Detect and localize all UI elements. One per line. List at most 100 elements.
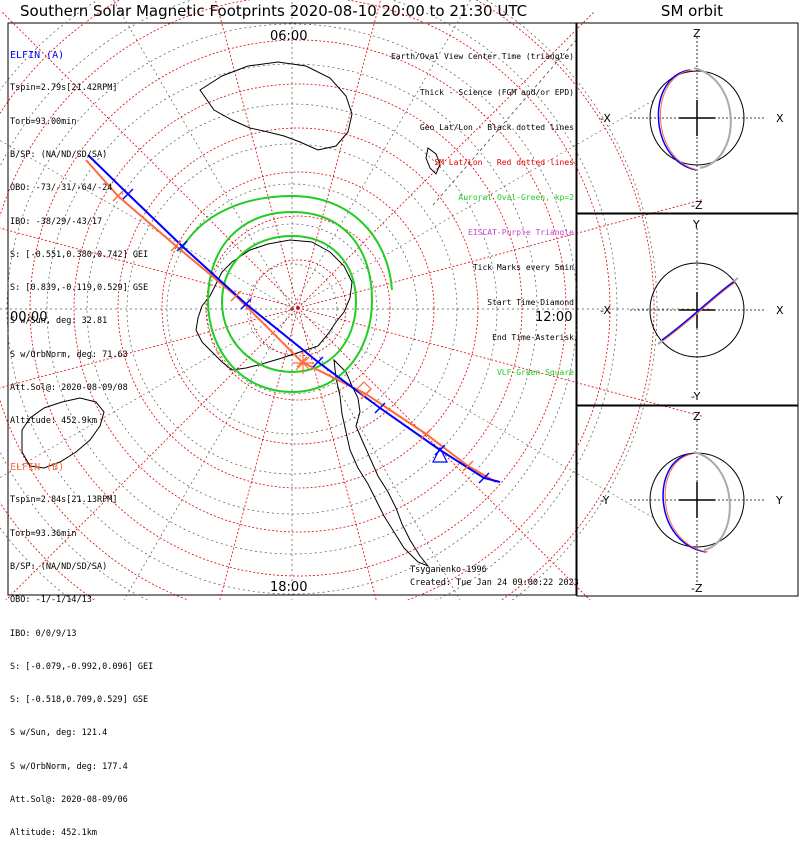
auroral-oval	[179, 194, 393, 394]
axis-label-top: Y	[692, 218, 700, 231]
orbit-title: SM orbit	[660, 2, 724, 20]
orbit-panels: Z -Z -X X Y -Y -X X Z -Z -Y Y	[576, 22, 799, 597]
geo-lon-line	[0, 140, 293, 310]
sm-lat-circle	[29, 39, 567, 577]
elfin-a-header: ELFIN (A)	[10, 50, 65, 62]
time-label-left: 00:00	[10, 310, 47, 325]
orbit-a-path	[662, 453, 707, 553]
axis-label-right: Y	[775, 494, 783, 507]
sm-lat-circle	[205, 215, 391, 401]
axis-label-left: -X	[600, 304, 611, 317]
sm-lon-line	[297, 307, 591, 600]
orbit-panel-xz: Z -Z -X X	[600, 27, 784, 212]
axis-label-bottom: -Z	[691, 582, 703, 595]
elfin-a-line: S w/Sun, deg: 32.81	[10, 316, 108, 327]
elfin-a-tick	[122, 188, 134, 200]
orbit-b-path	[693, 67, 732, 169]
orbit-panel-yz-frame	[576, 405, 799, 597]
elfin-a-line: B/SP: (NA/ND/SD/SA)	[10, 150, 108, 161]
elfin-a-line: S w/OrbNorm, deg: 71.63	[10, 349, 128, 360]
sm-lat-circle	[161, 171, 435, 445]
elfin-b-line: Torb=93.36min	[10, 528, 77, 539]
sm-lon-line	[297, 307, 377, 600]
elfin-a-line: Tspin=2.79s[21.42RPM]	[10, 83, 118, 94]
new-zealand-outline	[425, 147, 441, 175]
orbit-b-overlay	[664, 453, 709, 553]
end-asterisk	[292, 352, 314, 374]
orbit-panel-xy: Y -Y -X X	[600, 218, 784, 403]
elfin-a-line: S: [-0.551,0.380,0.742] GEI	[10, 249, 149, 260]
geo-lon-line	[291, 308, 656, 520]
elfin-a-line: Altitude: 452.9km	[10, 416, 97, 427]
elfin-b-tick	[462, 460, 474, 472]
legend-item: Thick - Science (FGM and/or EPD)	[419, 87, 574, 97]
elfin-a-tick	[240, 298, 252, 310]
time-label-top: 06:00	[270, 29, 307, 44]
axis-label-bottom: -Y	[691, 390, 701, 403]
credit: Tsyganenko-1996	[410, 565, 487, 575]
legend-item: End Time-Asterisk	[492, 333, 574, 343]
elfin-a-line: Torb=93.00min	[10, 116, 77, 127]
orbit-panel-xy-frame	[576, 213, 799, 406]
geo-lon-line	[291, 98, 656, 310]
sm-lon-line	[219, 307, 299, 600]
legend-item: Earth/Oval View Center Time (triangle)	[390, 52, 574, 62]
auroral-oval-inner	[220, 234, 358, 374]
axis-label-right: X	[776, 112, 784, 125]
sm-lon-line	[215, 0, 299, 309]
antarctica-outline	[195, 239, 353, 371]
elfin-b-line: S w/OrbNorm, deg: 177.4	[10, 761, 128, 772]
sm-lat-circle	[73, 83, 523, 533]
axis-label-left: -Y	[600, 494, 610, 507]
sm-lon-line	[297, 10, 596, 309]
time-label-right: 12:00	[535, 310, 572, 325]
elfin-b-tick	[112, 190, 124, 202]
elfin-b-line: IBO: 0/0/9/13	[10, 628, 77, 639]
legend-item: VLF-Green Square	[496, 368, 574, 378]
geo-lon-line	[0, 308, 293, 478]
orbit-b-overlay	[663, 281, 737, 341]
sm-lat-circle	[0, 0, 655, 600]
orbit-b-path	[693, 451, 731, 551]
legend-item: Start Time-Diamond	[487, 298, 574, 308]
axis-label-right: X	[776, 304, 784, 317]
elfin-a-tick	[312, 356, 324, 368]
legend: Earth/Oval View Center Time (triangle) T…	[391, 28, 574, 391]
elfin-a-line: OBO: -73/-31/-64/-24	[10, 183, 113, 194]
geo-grid	[0, 0, 712, 600]
auroral-oval-outer	[206, 210, 374, 394]
axis-label-top: Z	[693, 410, 701, 423]
elfin-b-line: S: [-0.079,-0.992,0.096] GEI	[10, 661, 154, 672]
geo-lon-line	[113, 0, 293, 310]
axis-label-bottom: -Z	[691, 199, 703, 212]
time-label-bottom: 18:00	[270, 580, 307, 595]
elfin-b-header: ELFIN (B)	[10, 462, 65, 474]
elfin-b-line: Tspin=2.84s[21.13RPM]	[10, 495, 118, 506]
orbit-a-path	[661, 281, 735, 341]
orbit-a-path	[657, 69, 697, 171]
legend-item: EISCAT-Purple Triangle	[468, 227, 574, 237]
elfin-a-line: S: [0.839,-0.119,0.529] GSE	[10, 283, 149, 294]
sm-lat-circle	[0, 0, 611, 600]
geo-lon-line	[291, 0, 471, 310]
elfin-b-line: Att.Sol@: 2020-08-09/06	[10, 795, 128, 805]
elfin-a-line: IBO: -38/29/-43/17	[10, 216, 103, 227]
orbit-panel-xz-frame	[576, 22, 799, 214]
elfin-a-tick	[374, 402, 386, 414]
south-america-outline	[333, 358, 430, 568]
elfin-a-tick	[478, 472, 490, 484]
elfin-b-tick	[170, 240, 182, 252]
africa-outline	[21, 397, 105, 469]
legend-item: SM Lat/Lon - Red dotted lines	[434, 157, 574, 167]
start-diamond	[356, 381, 372, 397]
legend-item: Tick Marks every 5min	[472, 263, 574, 273]
sm-lon-line	[297, 198, 704, 309]
elfin-b-line: S: [-0.518,0.709,0.529] GSE	[10, 695, 149, 706]
geo-lon-line	[123, 308, 293, 600]
auroral-oval-edge	[179, 194, 393, 291]
view-center-triangle	[432, 446, 448, 463]
orbit-b-overlay	[660, 69, 699, 171]
elfin-b-tick	[230, 290, 242, 302]
sm-lon-line	[297, 307, 704, 418]
elfin-a-line: Att.Sol@: 2020-08-09/08	[10, 383, 128, 393]
